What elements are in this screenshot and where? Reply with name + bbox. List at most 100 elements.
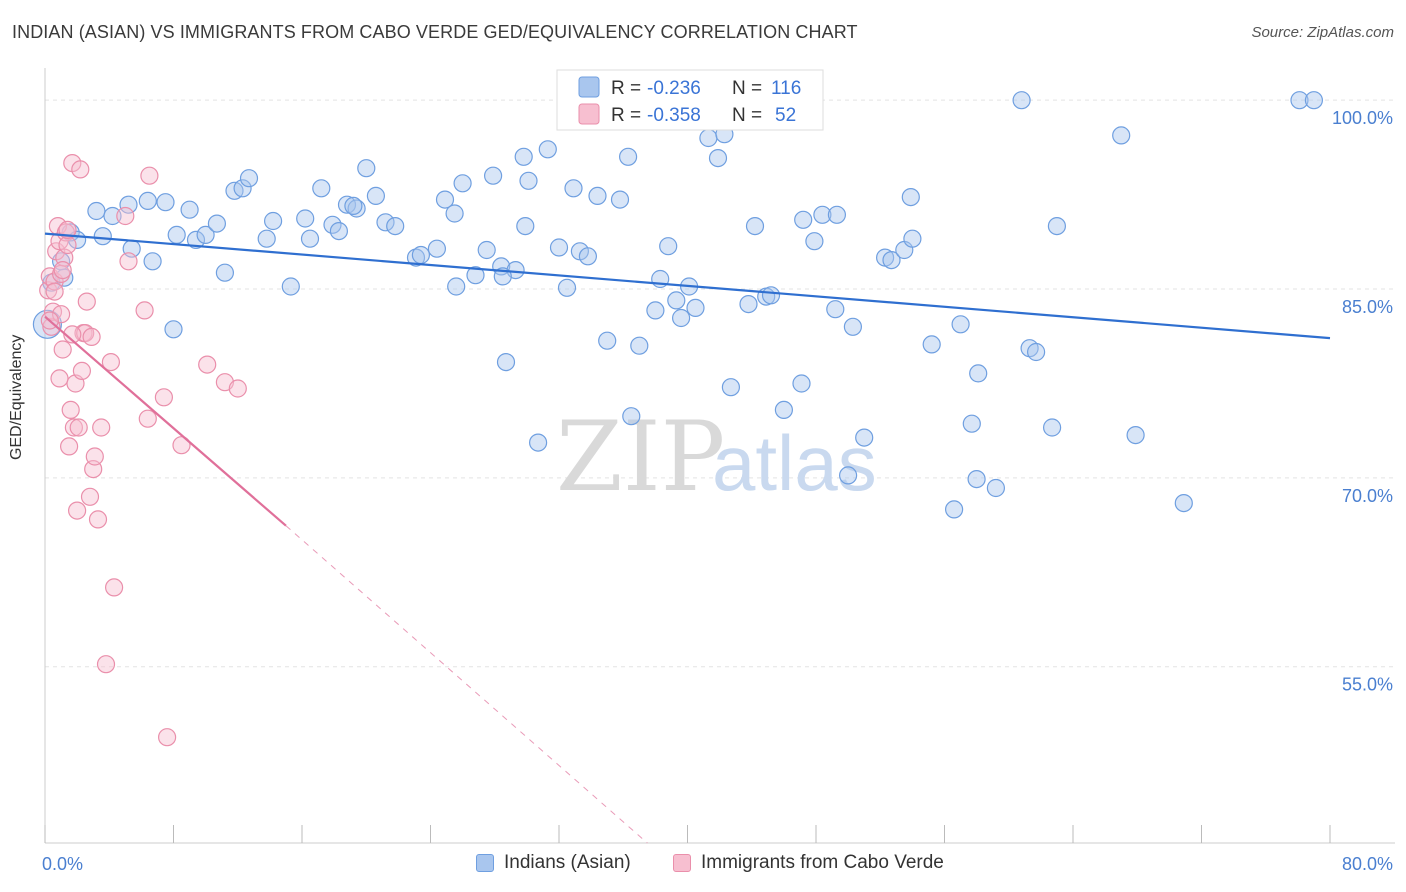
data-point-indians <box>578 247 598 266</box>
legend-label-cabo-verde: Immigrants from Cabo Verde <box>701 852 944 873</box>
data-point-indians <box>103 206 122 226</box>
data-point-indians <box>826 300 845 319</box>
data-point-indians <box>87 201 106 221</box>
data-point-indians <box>667 291 686 310</box>
data-point-indians <box>257 229 276 248</box>
data-point-indians <box>386 217 405 236</box>
data-point-cabo-verde <box>228 379 247 398</box>
data-point-indians <box>838 466 858 485</box>
data-point-indians <box>827 205 847 224</box>
data-point-cabo-verde <box>58 235 77 255</box>
data-point-cabo-verde <box>104 578 124 597</box>
legend-n-label-1: N = <box>732 78 762 99</box>
y-tick-label: 85.0% <box>1342 297 1393 317</box>
data-point-indians <box>233 179 252 198</box>
data-point-indians <box>969 364 988 383</box>
data-point-indians <box>708 149 728 168</box>
data-point-indians <box>264 211 283 231</box>
watermark-atlas: atlas <box>712 419 877 507</box>
legend-r-label-1: R = <box>611 78 641 99</box>
data-point-cabo-verde <box>172 436 191 455</box>
data-point-cabo-verde <box>53 261 72 280</box>
data-point-indians <box>453 174 472 193</box>
data-point-cabo-verde <box>64 418 84 437</box>
data-point-cabo-verde <box>138 409 157 428</box>
data-point-indians <box>598 331 617 350</box>
data-point-indians <box>484 166 503 185</box>
data-point-indians <box>239 169 259 188</box>
data-point-cabo-verde <box>154 388 173 407</box>
data-point-cabo-verde <box>77 292 96 311</box>
data-point-indians <box>699 128 718 148</box>
data-point-indians <box>794 210 813 229</box>
y-tick-label: 55.0% <box>1342 675 1393 695</box>
chart-title: INDIAN (ASIAN) VS IMMIGRANTS FROM CABO V… <box>12 22 858 42</box>
data-point-indians <box>180 200 199 219</box>
legend-n-value-2: 52 <box>775 105 796 126</box>
data-point-indians <box>882 251 901 270</box>
data-point-indians <box>167 225 186 244</box>
data-point-cabo-verde <box>116 206 135 226</box>
trend-line-cabo-verde-extension <box>285 525 648 844</box>
data-point-indians <box>739 295 758 314</box>
data-point-indians <box>588 186 607 205</box>
source-label: Source: ZipAtlas.com <box>1251 24 1394 41</box>
data-point-indians <box>843 317 863 336</box>
data-point-indians <box>761 286 781 305</box>
data-point-indians <box>1290 91 1309 110</box>
legend-item-indians: Indians (Asian) <box>476 852 631 874</box>
watermark-zip: ZIP <box>556 401 725 513</box>
axes <box>44 68 1395 844</box>
data-point-indians <box>281 277 300 296</box>
data-point-indians <box>514 147 533 166</box>
legend-label-indians: Indians (Asian) <box>504 852 631 873</box>
data-point-indians <box>1126 426 1145 445</box>
data-point-indians <box>93 227 112 246</box>
data-point-indians <box>686 298 705 317</box>
data-point-cabo-verde <box>135 301 154 320</box>
data-point-indians <box>1112 126 1131 145</box>
data-point-indians <box>922 335 941 354</box>
data-point-indians <box>196 225 215 244</box>
data-point-indians <box>1304 91 1324 110</box>
data-point-cabo-verde <box>92 418 111 437</box>
data-point-indians <box>721 378 741 397</box>
data-point-indians <box>774 400 794 419</box>
data-point-cabo-verde <box>71 160 90 179</box>
data-point-indians <box>967 470 986 489</box>
data-point-indians <box>427 239 446 258</box>
data-point-indians <box>944 500 964 519</box>
data-point-indians <box>466 266 485 285</box>
data-point-indians <box>337 195 357 214</box>
data-point-cabo-verde <box>67 501 87 520</box>
data-point-cabo-verde <box>96 655 116 674</box>
data-point-indians <box>813 205 832 224</box>
data-point-cabo-verde <box>198 355 217 374</box>
legend-swatch-blue <box>578 76 600 98</box>
data-point-indians <box>445 204 464 223</box>
data-point-indians <box>1047 217 1067 236</box>
data-point-indians <box>745 217 765 236</box>
data-point-cabo-verde <box>88 510 108 529</box>
data-point-indians <box>792 374 811 393</box>
data-point-indians <box>477 240 496 260</box>
data-point-indians <box>538 140 557 159</box>
data-point-cabo-verde <box>101 353 121 372</box>
data-point-indians <box>329 222 348 241</box>
data-point-indians <box>406 248 426 267</box>
data-point-indians <box>903 229 922 248</box>
bottom-legend: Indians (Asian) Immigrants from Cabo Ver… <box>0 852 1406 878</box>
data-point-cabo-verde <box>42 317 61 336</box>
data-point-indians <box>435 190 455 209</box>
data-point-indians <box>622 407 641 426</box>
data-point-indians <box>357 159 376 178</box>
data-point-indians <box>312 179 331 198</box>
data-point-indians <box>901 188 920 207</box>
data-point-indians <box>186 230 206 249</box>
data-point-indians <box>618 147 638 166</box>
data-point-indians <box>671 308 691 328</box>
data-point-cabo-verde <box>158 728 177 747</box>
legend-swatch-cabo-verde <box>673 854 691 872</box>
data-point-indians <box>296 209 315 228</box>
